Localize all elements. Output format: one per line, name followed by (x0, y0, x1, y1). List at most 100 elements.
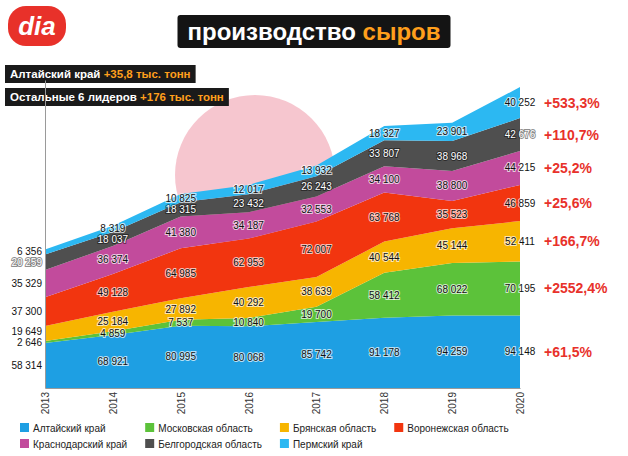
title-box (178, 15, 451, 48)
data-label: 91 178 (369, 347, 400, 358)
annotation-value: +176 тыс. тонн (140, 91, 224, 103)
legend-item: Пермский край (280, 439, 363, 450)
legend-swatch (20, 423, 29, 432)
annotation-label: Алтайский край (10, 68, 104, 80)
data-label: 49 128 (98, 287, 129, 298)
x-tick: 2018 (379, 392, 390, 415)
data-label: 68 921 (98, 356, 129, 367)
data-label: 19 649 (11, 326, 42, 337)
data-label: 64 985 (165, 268, 196, 279)
x-tick-label: 2018 (379, 392, 390, 415)
legend-item: Алтайский край (20, 423, 106, 434)
data-label: 33 807 (369, 148, 400, 159)
data-label: 23 901 (437, 126, 468, 137)
x-tick: 2014 (108, 392, 119, 415)
annotation-text: Алтайский край +35,8 тыс. тонн (10, 68, 191, 80)
legend-label: Краснодарский край (33, 439, 127, 450)
data-label: 8 319 (100, 223, 125, 234)
legend-swatch (280, 439, 289, 448)
data-label: 80 068 (233, 352, 264, 363)
x-tick-label: 2017 (311, 392, 322, 415)
x-tick-label: 2019 (447, 392, 458, 415)
annotation-value: +35,8 тыс. тонн (104, 68, 191, 80)
data-label: 27 892 (165, 304, 196, 315)
legend-item: Брянская область (280, 423, 376, 434)
legend-label: Воронежская область (407, 423, 508, 434)
x-tick: 2016 (244, 392, 255, 415)
y-axis (45, 81, 46, 389)
x-tick: 2017 (311, 392, 322, 415)
data-label: 42 676 (505, 129, 536, 140)
data-label: 37 300 (11, 306, 42, 317)
legend-item: Белгородская область (145, 439, 262, 450)
x-tick-label: 2020 (515, 392, 526, 415)
data-label: 58 314 (11, 360, 42, 371)
data-label: 19 700 (301, 309, 332, 320)
legend-label: Белгородская область (158, 439, 262, 450)
data-label: 63 768 (369, 212, 400, 223)
data-label: 10 840 (233, 317, 264, 328)
data-label: 6 356 (17, 246, 42, 257)
annotation: Остальные 6 лидеров +176 тыс. тонн (5, 88, 229, 106)
data-label: 62 953 (233, 257, 264, 268)
data-label: 72 007 (301, 244, 332, 255)
data-label: 80 995 (165, 351, 196, 362)
data-label: 58 412 (369, 290, 400, 301)
data-label: 26 243 (301, 181, 332, 192)
legend-item: Московская область (145, 423, 253, 434)
data-label: 38 639 (301, 286, 332, 297)
x-axis: 2013 2014 2015 2016 2017 2018 2019 2020 (40, 389, 526, 415)
data-label: 25 184 (98, 316, 129, 327)
x-tick-label: 2013 (40, 392, 51, 415)
area-series (45, 87, 520, 254)
data-label: 85 742 (301, 349, 332, 360)
annotation-label: Остальные 6 лидеров (10, 91, 140, 103)
title: производство сыров (188, 18, 441, 45)
legend-item: Краснодарский край (20, 439, 127, 450)
area-series (45, 151, 520, 297)
data-label: 10 825 (165, 193, 196, 204)
title-group: производство сыров (178, 15, 451, 48)
x-tick: 2015 (176, 392, 187, 415)
annotation: Алтайский край +35,8 тыс. тонн (5, 65, 196, 83)
area-series (45, 315, 520, 388)
y-axis-line (45, 81, 46, 389)
data-label: 2 646 (17, 337, 42, 348)
data-label: 45 144 (437, 240, 468, 251)
legend-label: Брянская область (293, 423, 376, 434)
data-labels: 58 3142 64619 64937 30035 32920 2596 356… (11, 97, 535, 371)
data-label: 40 544 (369, 252, 400, 263)
data-label: 68 022 (437, 284, 468, 295)
legend: Алтайский край Московская область Брянская… (20, 423, 509, 450)
data-label: 35 523 (437, 209, 468, 220)
data-label: 12 017 (233, 184, 264, 195)
change-labels: +61,5%+2552,4%+166,7%+25,6%+25,2%+110,7%… (544, 95, 608, 360)
data-label: 32 553 (301, 204, 332, 215)
data-label: 18 327 (369, 128, 400, 139)
change-label: +110,7% (544, 127, 599, 143)
plot-area (45, 87, 520, 388)
x-tick: 2020 (515, 392, 526, 415)
legend-swatch (280, 423, 289, 432)
annotation-box (5, 88, 229, 106)
change-label: +61,5% (544, 344, 592, 360)
x-tick-label: 2014 (108, 392, 119, 415)
data-label: 94 259 (437, 346, 468, 357)
data-label: 38 968 (437, 151, 468, 162)
annotation-text: Остальные 6 лидеров +176 тыс. тонн (10, 91, 224, 103)
data-label: 4 859 (100, 328, 125, 339)
data-label: 35 329 (11, 278, 42, 289)
change-label: +25,6% (544, 195, 592, 211)
legend-label: Алтайский край (33, 423, 106, 434)
legend-label: Московская область (158, 423, 253, 434)
annotation-box (5, 65, 196, 83)
legend-label: Пермский край (293, 439, 363, 450)
change-label: +2552,4% (544, 280, 608, 296)
chart-svg: dia производство сыров Алтайский край +35,… (0, 0, 628, 456)
logo-text: dia (18, 11, 56, 41)
data-label: 13 932 (301, 165, 332, 176)
legend-swatch (20, 439, 29, 448)
legend-swatch (145, 439, 154, 448)
legend-swatch (394, 423, 403, 432)
x-tick-label: 2016 (244, 392, 255, 415)
